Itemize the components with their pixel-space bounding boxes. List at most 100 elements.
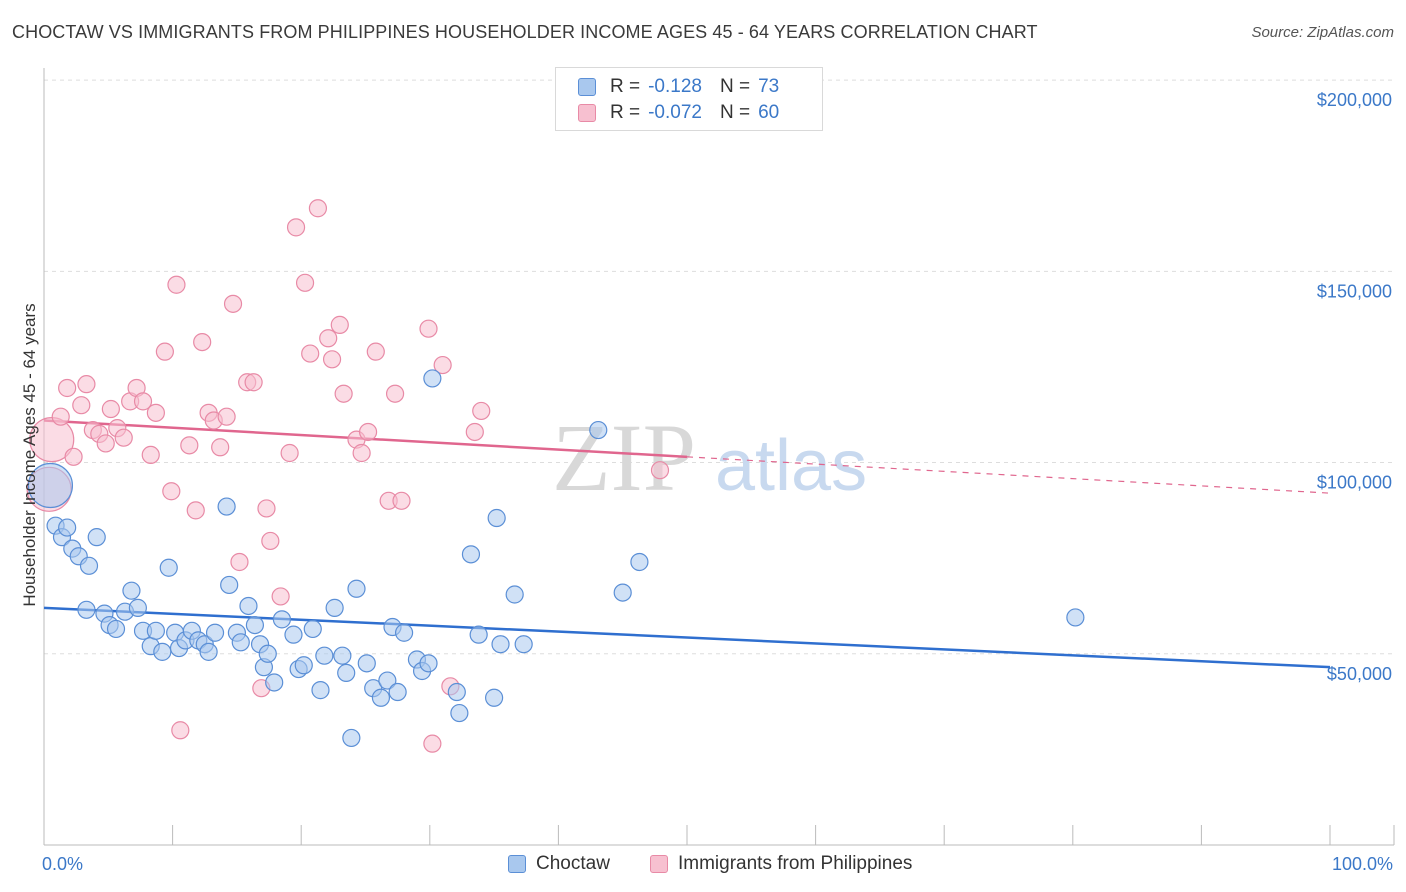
philippines-point (280, 443, 299, 463)
philippines-point (167, 275, 186, 294)
philippines-point (392, 491, 411, 510)
legend-item-philippines: Immigrants from Philippines (650, 852, 912, 876)
choctaw-point (378, 671, 397, 690)
philippines-point (366, 342, 385, 361)
choctaw-point (245, 615, 265, 635)
choctaw-point (272, 610, 292, 629)
choctaw-point (77, 600, 96, 619)
philippines-point (433, 355, 452, 375)
choctaw-point (630, 552, 649, 572)
choctaw-point (514, 635, 533, 654)
r-value: -0.128 (648, 76, 702, 97)
choctaw-point (347, 579, 366, 598)
choctaw-point (469, 625, 488, 644)
r-label: R = (610, 76, 641, 97)
choctaw-point (87, 528, 106, 547)
philippines-swatch (578, 104, 596, 122)
philippines-point (77, 375, 96, 394)
choctaw-point (487, 508, 506, 528)
philippines-point (180, 436, 199, 455)
data-points (26, 199, 1085, 753)
philippines-point (244, 373, 263, 392)
chart-title: CHOCTAW VS IMMIGRANTS FROM PHILIPPINES H… (12, 22, 1038, 42)
philippines-point (51, 407, 70, 426)
choctaw-point (146, 621, 165, 640)
philippines-point (101, 399, 120, 419)
choctaw-point (159, 558, 178, 577)
y-axis-label: Householder Income Ages 45 - 64 years (20, 303, 39, 606)
choctaw-point (284, 625, 303, 644)
philippines-point (385, 384, 405, 403)
philippines-point (171, 721, 190, 740)
philippines-point (114, 428, 133, 447)
source-credit: Source: ZipAtlas.com (1251, 24, 1394, 41)
philippines-point (257, 499, 276, 518)
philippines-point (295, 273, 315, 292)
choctaw-point (613, 583, 632, 602)
philippines-point (261, 531, 280, 551)
philippines-point (330, 315, 349, 334)
legend-item-choctaw: Choctaw (508, 852, 610, 876)
philippines-point (155, 342, 174, 361)
philippines-point (162, 482, 181, 501)
choctaw-point (231, 633, 250, 652)
choctaw-point (419, 654, 438, 673)
watermark-zip: ZIP (552, 404, 696, 511)
choctaw-point (371, 688, 391, 707)
choctaw-point (217, 497, 236, 516)
choctaw-point (303, 619, 322, 639)
philippines-point (133, 392, 153, 411)
philippines-point (58, 378, 77, 398)
choctaw-point (461, 545, 481, 564)
choctaw-point (128, 598, 147, 617)
stats-row-choctaw: R = -0.128 N = 73 (578, 75, 779, 99)
philippines-point (193, 332, 212, 352)
choctaw-point (239, 596, 258, 616)
philippines-legend-swatch (650, 855, 668, 873)
philippines-point (146, 403, 165, 422)
philippines-point (217, 407, 236, 426)
philippines-point (472, 401, 491, 421)
philippines-point (72, 396, 91, 415)
philippines-point (64, 447, 83, 466)
choctaw-point (311, 681, 330, 700)
philippines-point (358, 422, 378, 442)
choctaw-point (122, 581, 141, 600)
philippines-point (141, 445, 160, 465)
watermark: ZIP atlas (552, 404, 867, 511)
n-label: N = (719, 76, 751, 97)
philippines-point (230, 552, 249, 572)
choctaw-point (333, 646, 352, 665)
choctaw-point (106, 619, 126, 639)
choctaw-point (357, 654, 376, 673)
choctaw-point (388, 682, 407, 702)
choctaw-point (265, 673, 284, 692)
stats-legend: R = -0.128 N = 73 R = -0.072 N = 60 (555, 67, 823, 131)
x-tick-label: 0.0% (42, 854, 83, 874)
choctaw-point (294, 656, 313, 675)
choctaw-point (1066, 608, 1085, 627)
y-tick-label: $200,000 (1317, 90, 1392, 110)
philippines-point (319, 329, 338, 348)
choctaw-legend-swatch (508, 855, 526, 873)
philippines-point (286, 218, 306, 237)
philippines-point (186, 501, 205, 520)
philippines-point (96, 434, 115, 453)
choctaw-point (337, 663, 356, 683)
philippines-point (352, 443, 371, 463)
philippines-point (650, 461, 670, 480)
choctaw-point (423, 369, 442, 388)
legend-label-philippines: Immigrants from Philippines (678, 853, 913, 874)
n-value: 60 (758, 102, 780, 123)
choctaw-point (447, 682, 466, 702)
choctaw-point (79, 556, 99, 575)
choctaw-point (325, 598, 344, 617)
n-label: N = (719, 102, 751, 123)
choctaw-point (342, 728, 361, 748)
legend-label-choctaw: Choctaw (536, 853, 610, 874)
choctaw-swatch (578, 78, 596, 96)
choctaw-point (220, 575, 239, 595)
choctaw-point (58, 518, 77, 537)
philippines-point (271, 587, 290, 606)
philippines-point (465, 422, 484, 442)
